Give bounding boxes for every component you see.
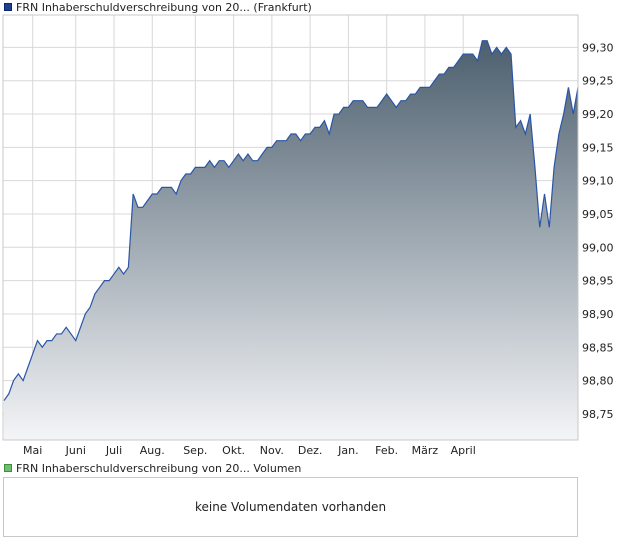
x-tick-label: Dez. <box>298 444 323 457</box>
y-tick-label: 99,25 <box>582 75 614 88</box>
price-chart: 98,75 98,80 98,85 98,90 98,95 99,00 99,05 99,10… <box>2 14 614 457</box>
x-axis: Mai Juni Juli Aug. Sep. Okt. Nov. Dez. Jan. Feb. M… <box>23 444 476 457</box>
x-tick-label: Okt. <box>222 444 245 457</box>
volume-empty-message: keine Volumendaten vorhanden <box>194 500 387 514</box>
volume-legend: FRN Inhaberschuldverschreibung von 20...… <box>4 461 301 475</box>
price-legend-swatch <box>4 3 12 11</box>
y-tick-label: 99,05 <box>582 208 614 221</box>
x-tick-label: Juli <box>105 444 122 457</box>
x-tick-label: Feb. <box>375 444 398 457</box>
y-tick-label: 99,10 <box>582 175 614 188</box>
y-axis: 98,75 98,80 98,85 98,90 98,95 99,00 99,05 99,10… <box>582 41 614 421</box>
x-tick-label: März <box>412 444 439 457</box>
x-tick-label: Nov. <box>260 444 284 457</box>
plot-frame <box>2 14 579 441</box>
y-tick-label: 98,90 <box>582 308 614 321</box>
volume-panel: keine Volumendaten vorhanden <box>3 477 578 537</box>
price-area <box>4 40 578 441</box>
y-tick-label: 98,85 <box>582 341 614 354</box>
price-line <box>3 40 579 401</box>
y-tick-label: 98,95 <box>582 275 614 288</box>
x-tick-label: April <box>451 444 476 457</box>
y-tick-label: 98,75 <box>582 408 614 421</box>
volume-legend-label: FRN Inhaberschuldverschreibung von 20...… <box>16 461 302 475</box>
y-tick-label: 98,80 <box>582 375 614 388</box>
x-tick-label: Juni <box>65 444 86 457</box>
price-legend: FRN Inhaberschuldverschreibung von 20...… <box>4 0 312 14</box>
y-tick-label: 99,00 <box>582 241 614 254</box>
x-tick-label: Sep. <box>183 444 207 457</box>
volume-legend-swatch <box>4 464 12 472</box>
x-tick-label: Mai <box>23 444 42 457</box>
y-tick-label: 99,30 <box>582 41 614 54</box>
y-tick-label: 99,15 <box>582 141 614 154</box>
x-tick-label: Jan. <box>337 444 358 457</box>
y-tick-label: 99,20 <box>582 108 614 121</box>
price-legend-label: FRN Inhaberschuldverschreibung von 20...… <box>16 0 312 14</box>
x-tick-label: Aug. <box>140 444 165 457</box>
